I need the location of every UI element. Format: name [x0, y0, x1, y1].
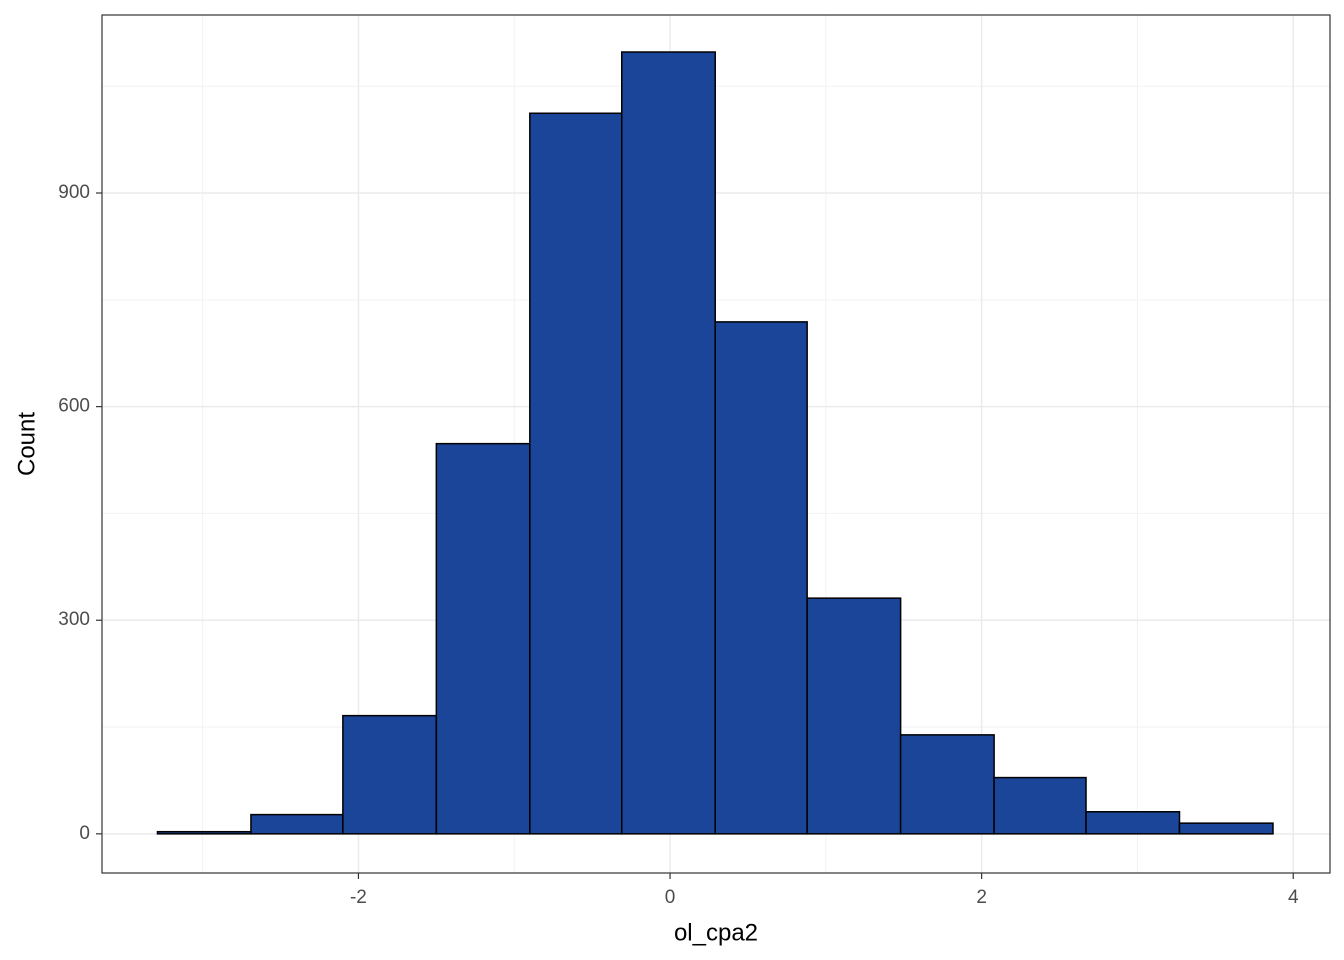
histogram-bar [342, 714, 438, 835]
histogram-bar [250, 813, 344, 835]
histogram-bar [993, 776, 1087, 835]
y-tick-label: 300 [58, 609, 90, 630]
x-tick-label: -2 [350, 887, 367, 908]
histogram-bar [899, 734, 995, 835]
x-tick-label: 2 [976, 887, 987, 908]
histogram-bar [806, 597, 902, 835]
histogram-bar [620, 51, 716, 835]
histogram-bar [156, 830, 252, 835]
histogram-bar [1085, 811, 1181, 835]
histogram-bar [1178, 822, 1274, 835]
y-tick-label: 600 [58, 396, 90, 417]
x-axis-title: ol_cpa2 [674, 919, 758, 946]
y-axis-title: Count [13, 412, 40, 476]
panel-border [101, 14, 1331, 874]
y-tick-label: 900 [58, 182, 90, 203]
histogram-bar [529, 112, 623, 835]
y-tick-label: 0 [79, 823, 90, 844]
histogram-bar [435, 442, 531, 835]
x-tick-label: 4 [1288, 887, 1299, 908]
x-tick-label: 0 [665, 887, 676, 908]
histogram-bar [714, 321, 808, 835]
